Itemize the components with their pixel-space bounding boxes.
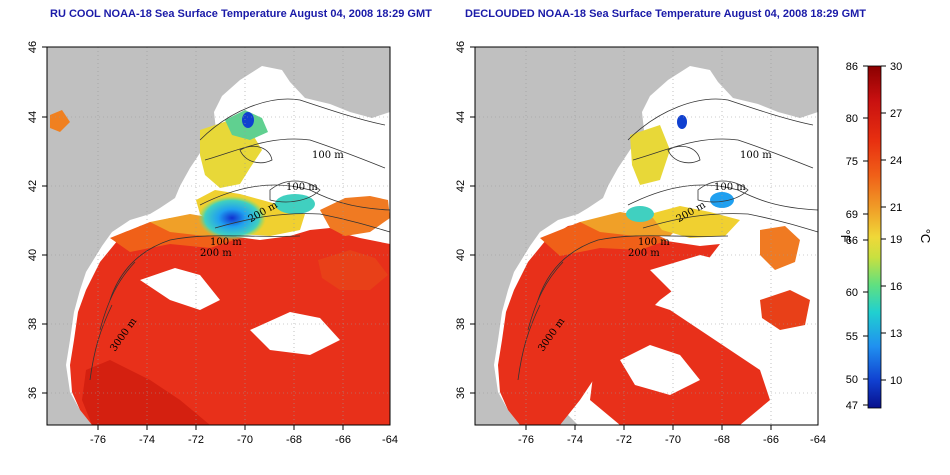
right-contour-label-2: 100 m — [714, 182, 746, 193]
right-lon-tick-64: -64 — [810, 434, 826, 446]
right-lon-tick-66: -66 — [763, 434, 779, 446]
colorbar-c-19: 19 — [890, 234, 902, 246]
left-lon-tick-66: -66 — [335, 434, 351, 446]
left-lon-tick-64: -64 — [382, 434, 398, 446]
colorbar-celsius-unit: °C — [918, 229, 933, 244]
right-map-contours — [517, 98, 818, 381]
colorbar-f-66: 66 — [846, 235, 858, 247]
right-contour-label-5: 200 m — [628, 248, 660, 259]
left-lon-tick-74: -74 — [139, 434, 155, 446]
right-map-title: DECLOUDED NOAA-18 Sea Surface Temperatur… — [465, 8, 867, 20]
left-map-panel: 100 m 100 m 200 m 100 m 200 m 3000 m — [27, 41, 398, 446]
left-lat-tick-40: 40 — [27, 249, 39, 261]
colorbar-ticks — [863, 65, 886, 406]
right-contour-label-1: 100 m — [740, 150, 772, 161]
left-map-cold-patch — [198, 196, 266, 240]
colorbar-fahrenheit-unit: °F — [838, 229, 853, 242]
colorbar-f-80: 80 — [846, 113, 858, 125]
right-map-cyan-patch-1 — [626, 206, 654, 222]
right-contour-label-4: 100 m — [638, 237, 670, 248]
colorbar-c-24: 24 — [890, 155, 902, 167]
left-contour-label-1: 100 m — [312, 150, 344, 161]
left-map-cloud-1 — [140, 268, 220, 310]
left-map-warm-water — [70, 218, 390, 425]
colorbar-f-86: 86 — [846, 61, 858, 73]
right-lon-tick-68: -68 — [714, 434, 730, 446]
left-map-land — [47, 47, 390, 425]
left-map-frame — [46, 46, 391, 426]
left-lat-tick-38: 38 — [27, 318, 39, 330]
colorbar-c-30: 30 — [890, 61, 902, 73]
left-lon-tick-68: -68 — [286, 434, 302, 446]
right-lat-tick-40: 40 — [455, 249, 467, 261]
right-lat-tick-36: 36 — [455, 387, 467, 399]
right-map-land — [475, 47, 818, 425]
colorbar-f-75: 75 — [846, 156, 858, 168]
colorbar-c-10: 10 — [890, 375, 902, 387]
right-lon-tick-76: -76 — [518, 434, 534, 446]
left-map-east-patch — [320, 196, 390, 236]
left-lon-tick-70: -70 — [237, 434, 253, 446]
right-map-frame — [474, 46, 819, 426]
left-map-nw-patch — [50, 110, 70, 132]
right-map-east-patch-2 — [760, 290, 810, 330]
left-lat-tick-46: 46 — [27, 41, 39, 53]
right-map-panel: 100 m 100 m 200 m 100 m 200 m 3000 m — [455, 41, 826, 446]
colorbar-f-69: 69 — [846, 209, 858, 221]
left-y-ticks — [42, 46, 344, 430]
left-lon-tick-76: -76 — [90, 434, 106, 446]
right-map-cloud-2 — [650, 255, 760, 310]
left-map-bay-fundy-cold — [242, 112, 254, 128]
colorbar-c-27: 27 — [890, 108, 902, 120]
colorbar-c-21: 21 — [890, 202, 902, 214]
left-map-warm-core — [82, 360, 210, 425]
colorbar-f-60: 60 — [846, 287, 858, 299]
left-contour-label-5: 200 m — [200, 248, 232, 259]
left-map-cloud-2 — [250, 312, 340, 355]
colorbar-c-16: 16 — [890, 281, 902, 293]
right-map-ticks — [470, 46, 772, 430]
left-map-east-patch-2 — [318, 250, 388, 290]
colorbar-f-55: 55 — [846, 331, 858, 343]
left-lat-tick-42: 42 — [27, 180, 39, 192]
left-lon-tick-72: -72 — [188, 434, 204, 446]
colorbar-f-47: 47 — [846, 400, 858, 412]
colorbar: 86 80 75 69 66 60 55 50 47 30 27 24 21 1… — [838, 61, 933, 412]
left-map-title: RU COOL NOAA-18 Sea Surface Temperature … — [50, 8, 432, 20]
right-map-bay-fundy-cold — [677, 115, 687, 129]
left-lat-tick-36: 36 — [27, 387, 39, 399]
right-map-cyan-patch-2 — [710, 192, 734, 208]
right-lat-tick-38: 38 — [455, 318, 467, 330]
right-lat-tick-44: 44 — [455, 111, 467, 123]
right-lon-tick-70: -70 — [665, 434, 681, 446]
colorbar-f-50: 50 — [846, 374, 858, 386]
right-lat-tick-42: 42 — [455, 180, 467, 192]
colorbar-c-13: 13 — [890, 328, 902, 340]
colorbar-gradient — [867, 65, 882, 409]
right-lon-tick-72: -72 — [616, 434, 632, 446]
left-map-contours — [89, 98, 390, 381]
left-lat-tick-44: 44 — [27, 111, 39, 123]
right-lon-tick-74: -74 — [567, 434, 583, 446]
left-contour-label-4: 100 m — [210, 237, 242, 248]
right-lat-tick-46: 46 — [455, 41, 467, 53]
right-map-cloud-1 — [620, 345, 700, 395]
left-contour-label-2: 100 m — [286, 182, 318, 193]
right-map-east-patch — [760, 226, 800, 270]
